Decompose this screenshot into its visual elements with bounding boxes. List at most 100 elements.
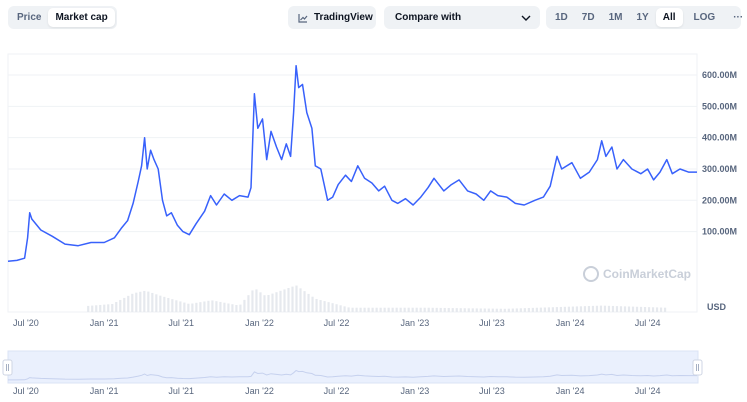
- x-tick-label: Jan '23: [400, 318, 429, 328]
- volume-bar: [619, 306, 623, 312]
- volume-bar: [339, 305, 342, 312]
- volume-bar: [655, 307, 659, 312]
- volume-bar: [359, 307, 362, 312]
- volume-bar: [147, 291, 150, 312]
- compare-with-select[interactable]: Compare with: [384, 6, 540, 29]
- volume-bar: [455, 308, 458, 312]
- chevron-down-icon: [521, 15, 531, 21]
- volume-bar: [595, 305, 599, 312]
- volume-bars: [87, 285, 667, 312]
- navigator-x-tick-label: Jan '24: [556, 386, 585, 396]
- volume-bar: [415, 307, 418, 312]
- volume-bar: [323, 301, 326, 312]
- volume-bar: [631, 306, 635, 312]
- volume-bar: [307, 293, 310, 312]
- volume-bar: [275, 292, 278, 312]
- x-tick-label: Jul '20: [13, 318, 39, 328]
- navigator-x-tick-label: Jan '22: [245, 386, 274, 396]
- volume-bar: [335, 304, 338, 312]
- range-7d-tab[interactable]: 7D: [581, 12, 595, 23]
- volume-bar: [435, 307, 438, 312]
- more-options-button[interactable]: ···: [733, 12, 744, 23]
- market-cap-chart[interactable]: 100.00M 200.00M 300.00M 400.00M 500.00M 600.0…: [0, 40, 747, 340]
- volume-bar: [531, 307, 534, 312]
- volume-bar: [615, 306, 619, 312]
- volume-bar: [499, 308, 502, 312]
- range-navigator[interactable]: Jul '20 Jan '21 Jul '21 Jan '22 Jul '22 Jan '…: [0, 348, 747, 402]
- volume-bar: [303, 291, 306, 312]
- volume-bar: [223, 302, 226, 312]
- volume-bar: [151, 292, 154, 312]
- volume-bar: [627, 306, 631, 312]
- y-tick-label: 500.00M: [702, 101, 737, 111]
- volume-bar: [579, 306, 583, 312]
- volume-bar: [319, 300, 322, 312]
- volume-bar: [399, 307, 402, 312]
- navigator-selection[interactable]: [7, 350, 699, 384]
- coinmarketcap-watermark: CoinMarketCap: [583, 266, 691, 282]
- volume-bar: [343, 306, 346, 312]
- price-tab[interactable]: Price: [17, 12, 42, 23]
- range-1d-tab[interactable]: 1D: [555, 12, 568, 23]
- volume-bar: [659, 307, 663, 312]
- volume-bar: [467, 308, 470, 312]
- volume-bar: [383, 307, 386, 312]
- plot-border: [7, 53, 698, 313]
- log-scale-toggle[interactable]: LOG: [693, 12, 716, 23]
- navigator-left-handle[interactable]: [2, 359, 13, 376]
- volume-bar: [539, 307, 542, 312]
- volume-bar: [143, 290, 146, 312]
- tradingview-button[interactable]: TradingView: [288, 6, 376, 29]
- volume-bar: [507, 308, 510, 312]
- volume-bar: [267, 294, 270, 312]
- range-1y-tab[interactable]: 1Y: [636, 12, 649, 23]
- volume-bar: [443, 307, 446, 312]
- volume-bar: [599, 305, 603, 312]
- market-cap-tab[interactable]: Market cap: [48, 8, 115, 27]
- volume-bar: [183, 302, 186, 312]
- navigator-x-axis: Jul '20 Jan '21 Jul '21 Jan '22 Jul '22 Jan '…: [13, 386, 660, 396]
- volume-bar: [163, 296, 166, 312]
- volume-bar: [487, 308, 490, 312]
- volume-bar: [135, 292, 138, 312]
- navigator-x-tick-label: Jul '24: [635, 386, 661, 396]
- volume-bar: [167, 298, 170, 312]
- volume-bar: [463, 308, 466, 312]
- x-axis: Jul '20 Jan '21 Jul '21 Jan '22 Jul '22 Jan '…: [13, 318, 660, 328]
- volume-bar: [203, 301, 206, 312]
- volume-bar: [155, 294, 158, 312]
- x-tick-label: Jul '23: [479, 318, 505, 328]
- volume-bar: [567, 306, 571, 312]
- volume-bar: [527, 308, 530, 312]
- volume-bar: [555, 307, 558, 312]
- navigator-series-line: [8, 369, 697, 381]
- x-tick-label: Jul '22: [324, 318, 350, 328]
- volume-bar: [251, 290, 254, 312]
- volume-bar: [475, 308, 478, 312]
- range-1m-tab[interactable]: 1M: [608, 12, 623, 23]
- y-tick-label: 400.00M: [702, 133, 737, 143]
- volume-bar: [91, 305, 94, 312]
- volume-bar: [647, 307, 651, 312]
- volume-bar: [439, 307, 442, 312]
- volume-bar: [559, 306, 563, 312]
- volume-bar: [639, 306, 643, 312]
- volume-bar: [511, 308, 514, 312]
- volume-bar: [367, 307, 370, 312]
- volume-bar: [331, 303, 334, 312]
- volume-bar: [179, 301, 182, 312]
- range-all-tab[interactable]: All: [655, 8, 683, 27]
- tradingview-label: TradingView: [314, 12, 373, 23]
- navigator-x-tick-label: Jan '21: [90, 386, 119, 396]
- x-tick-label: Jul '21: [168, 318, 194, 328]
- volume-bar: [235, 304, 238, 312]
- navigator-right-handle[interactable]: [692, 359, 703, 376]
- volume-bar: [495, 308, 498, 312]
- volume-bar: [219, 301, 222, 312]
- volume-bar: [479, 308, 482, 312]
- volume-bar: [535, 307, 538, 312]
- volume-bar: [87, 305, 90, 312]
- x-tick-label: Jan '24: [556, 318, 585, 328]
- market-cap-series-line: [7, 64, 697, 263]
- volume-bar: [407, 307, 410, 312]
